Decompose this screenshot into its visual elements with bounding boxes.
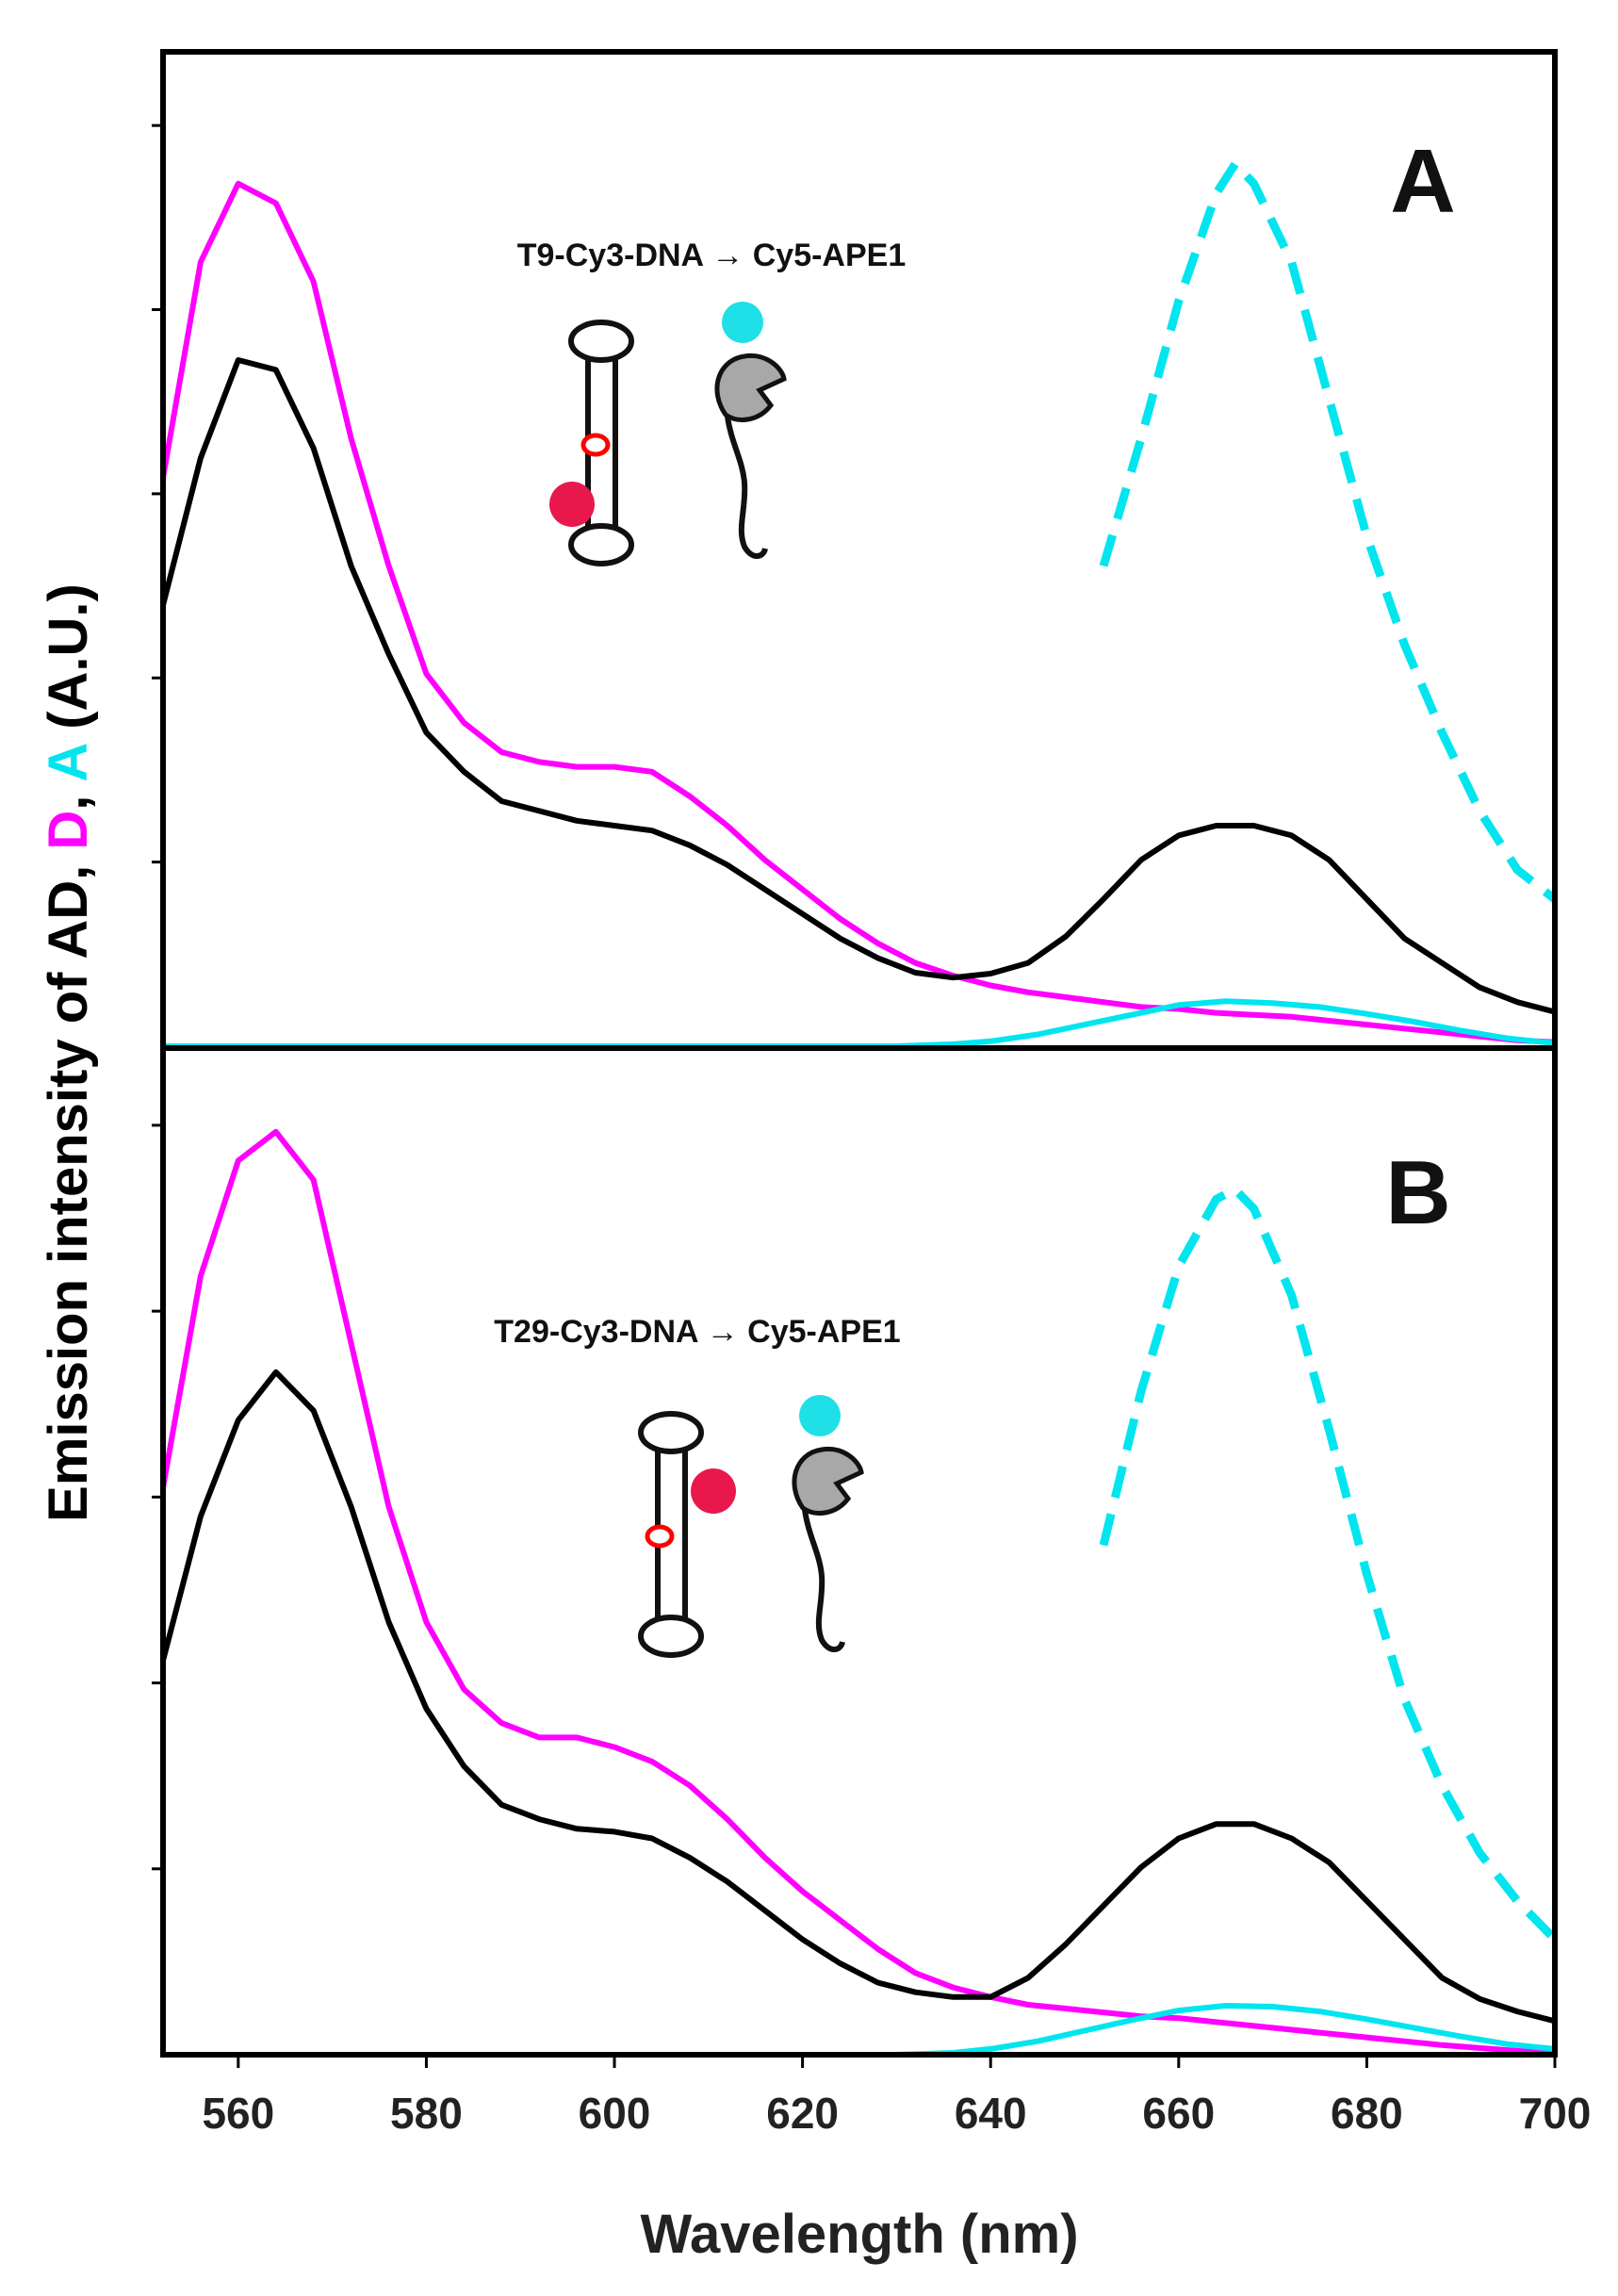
y-axis-title: Emission intensity of AD, D, A (A.U.): [38, 583, 99, 1522]
panel-a-a-line: [163, 998, 1555, 1046]
x-tick-label-600: 600: [579, 2089, 651, 2138]
x-tick-label-660: 660: [1142, 2089, 1215, 2138]
panel-a: A T9-Cy3-DNA → Cy5-APE1: [152, 123, 1555, 1046]
panel-a-d-line: [163, 180, 1555, 1045]
panel-b-schematic: [638, 1395, 864, 1658]
cy5-dye-icon: [799, 1395, 841, 1436]
x-tick-label-620: 620: [766, 2089, 839, 2138]
panel-a-ad-line: [163, 357, 1555, 1015]
ape1-protein-icon: [714, 353, 787, 559]
x-tick-label-580: 580: [390, 2089, 463, 2138]
panel-a-a-scaled-line: [1099, 159, 1555, 903]
panel-b-ad-series: [163, 1369, 1555, 2025]
plot-frame: [160, 49, 1558, 2058]
y-axis-title-part: Emission intensity of AD,: [38, 850, 99, 1522]
panel-b-letter: B: [1385, 1142, 1450, 1243]
y-axis-title-part: ,: [38, 782, 99, 811]
cy3-dye-icon: [549, 482, 595, 527]
panel-b: B T29-Cy3-DNA → Cy5-APE1: [152, 1123, 1555, 2055]
abasic-site-icon: [645, 1524, 675, 1549]
panel-b-acceptor-a-series: [163, 2003, 1555, 2055]
y-axis-title-part: D: [38, 811, 99, 850]
cy5-dye-icon: [722, 302, 763, 343]
panel-b-donor-d-series: [163, 1128, 1555, 2055]
panel-a-construct-label: T9-Cy3-DNA → Cy5-APE1: [517, 238, 907, 273]
panel-b-construct-label: T29-Cy3-DNA → Cy5-APE1: [494, 1314, 900, 1350]
panel-a-donor-d-series: [163, 180, 1555, 1045]
cy3-dye-icon: [691, 1468, 736, 1514]
x-axis-title: Wavelength (nm): [640, 2204, 1078, 2265]
x-tick-label-560: 560: [202, 2089, 274, 2138]
y-axis-title-part: A: [38, 744, 99, 782]
y-axis-title-part: (A.U.): [38, 583, 99, 745]
panel-b-ad-line: [163, 1369, 1555, 2025]
panel-b-acceptor-scaled-dashed-series: [1099, 1185, 1555, 1943]
panel-b-d-line: [163, 1128, 1555, 2055]
panel-a-letter: A: [1390, 131, 1455, 232]
x-tick-label-680: 680: [1331, 2089, 1403, 2138]
x-tick-label-640: 640: [955, 2089, 1027, 2138]
abasic-site-icon: [580, 433, 611, 457]
panel-a-acceptor-scaled-dashed-series: [1099, 159, 1555, 903]
ape1-protein-icon: [792, 1446, 864, 1652]
panel-b-a-scaled-line: [1099, 1185, 1555, 1943]
panel-a-ad-series: [163, 357, 1555, 1015]
panel-a-schematic: [549, 302, 787, 566]
x-tick-label-700: 700: [1519, 2089, 1592, 2138]
panel-a-acceptor-a-series: [163, 998, 1555, 1046]
x-axis-ticks: 560 580 600 620 640 660 680 700: [202, 2055, 1591, 2138]
panel-b-a-line: [163, 2003, 1555, 2055]
